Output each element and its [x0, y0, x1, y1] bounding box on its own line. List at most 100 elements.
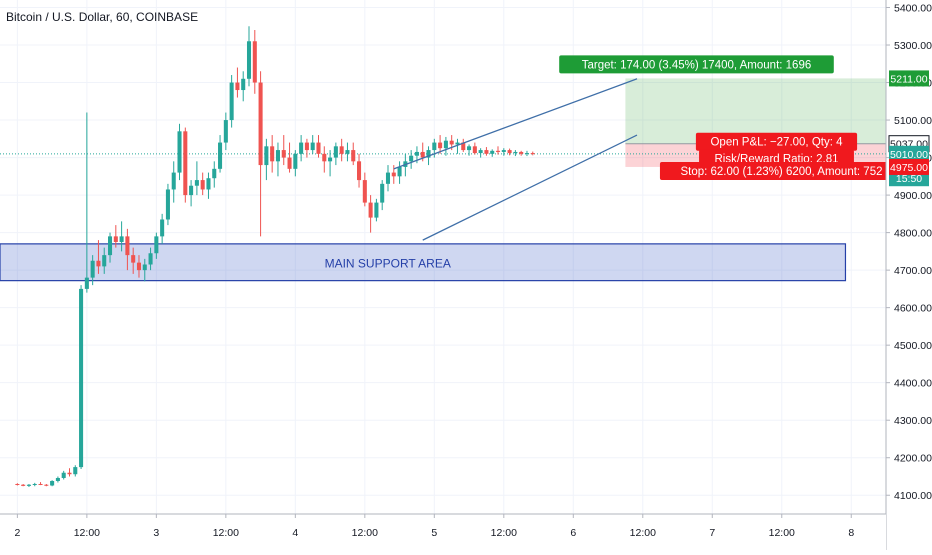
support-zone — [0, 243, 847, 282]
x-tick-label: 3 — [153, 527, 159, 539]
candle-body — [160, 219, 165, 237]
candle-body — [385, 172, 391, 184]
price-badge — [889, 158, 929, 175]
candle-body — [345, 150, 350, 154]
candle-body — [142, 264, 147, 271]
candle-body — [351, 150, 356, 162]
candle-body — [154, 236, 159, 254]
candle-body — [79, 288, 84, 468]
candle-body — [281, 150, 286, 158]
candle-body — [67, 472, 72, 475]
candle-body — [397, 166, 402, 177]
candle-body — [310, 142, 315, 151]
candle-body — [15, 483, 20, 485]
candle-body — [287, 157, 292, 169]
x-tick-label: 12:00 — [769, 527, 795, 539]
candle-body — [223, 120, 228, 143]
price-badge-label: 5211.00 — [890, 73, 927, 85]
y-tick-label: 4800.00 — [894, 228, 932, 240]
candle-body — [304, 142, 309, 151]
target-label: Target: 174.00 (3.45%) 17400, Amount: 16… — [582, 59, 812, 71]
candle-body — [507, 150, 512, 154]
candle-body — [252, 41, 257, 83]
x-tick-label: 8 — [848, 527, 854, 539]
candle-body — [357, 161, 362, 181]
candle-body — [380, 183, 385, 203]
candle-body — [183, 131, 188, 196]
y-tick-label: 4700.00 — [894, 265, 932, 277]
candle-body — [461, 142, 466, 151]
candle-body — [275, 150, 280, 162]
candle-body — [490, 150, 495, 154]
y-tick-label: 4500.00 — [894, 340, 932, 352]
candle-body — [339, 146, 344, 154]
candle-body — [484, 150, 489, 154]
open-pnl-label-box — [695, 132, 858, 151]
candle-body — [200, 180, 205, 190]
candle-body — [530, 153, 535, 155]
x-tick-label: 12:00 — [491, 527, 517, 539]
y-tick-label: 4900.00 — [894, 190, 932, 202]
time-axis-bg — [0, 514, 886, 550]
candle-body — [38, 483, 43, 485]
candle-body — [125, 236, 130, 256]
candle-body — [84, 277, 89, 289]
x-tick-label: 7 — [709, 527, 715, 539]
candle-body — [449, 140, 454, 145]
candle-body — [90, 260, 95, 278]
price-badge-label: 4975.00 — [890, 162, 928, 174]
y-tick-label: 5400.00 — [894, 3, 932, 15]
candle-body — [524, 153, 529, 155]
x-tick-label: 5 — [431, 527, 437, 539]
candle-body — [171, 172, 176, 190]
candle-body — [391, 172, 396, 177]
candle-body — [241, 78, 246, 91]
candle-body — [131, 255, 136, 263]
candle-body — [478, 150, 483, 154]
candle-body — [316, 142, 321, 154]
candle-body — [438, 142, 443, 149]
candle-body — [443, 140, 448, 149]
support-zone-label: MAIN SUPPORT AREA — [325, 256, 451, 270]
candle-body — [374, 202, 379, 218]
y-tick-label: 4100.00 — [894, 490, 932, 502]
candle-body — [26, 484, 31, 486]
candle-body — [420, 151, 425, 158]
candle-body — [328, 157, 333, 162]
price-axis-bg — [886, 0, 932, 550]
candle-body — [467, 146, 472, 151]
candle-body — [96, 260, 101, 267]
candle-body — [258, 82, 263, 166]
candle-body — [32, 483, 37, 485]
stop-label: Stop: 62.00 (1.23%) 6200, Amount: 752 — [680, 166, 882, 178]
candle-body — [21, 484, 26, 486]
candle-body — [513, 151, 518, 154]
candle-body — [322, 153, 327, 162]
y-tick-label: 4400.00 — [894, 378, 932, 390]
candle-body — [455, 142, 460, 145]
y-tick-label: 4300.00 — [894, 415, 932, 427]
candle-body — [409, 155, 414, 162]
candle-body — [102, 255, 107, 267]
candle-body — [212, 168, 217, 179]
y-tick-label: 4600.00 — [894, 303, 932, 315]
x-tick-label: 12:00 — [352, 527, 378, 539]
candle-body — [61, 472, 66, 478]
candle-body — [333, 146, 338, 158]
candle-body — [472, 146, 477, 154]
candle-body — [246, 41, 252, 79]
price-badge — [889, 70, 929, 87]
candle-body — [44, 484, 49, 486]
candle-body — [362, 180, 367, 203]
price-badge — [889, 145, 929, 162]
candle-body — [264, 146, 269, 166]
target-label-box — [559, 55, 834, 74]
channel-line-upper — [393, 78, 638, 170]
candle-body — [368, 202, 373, 218]
candle-body — [194, 180, 199, 186]
candle-body — [206, 178, 211, 190]
candle-body — [55, 477, 60, 481]
candle-body — [229, 82, 234, 121]
